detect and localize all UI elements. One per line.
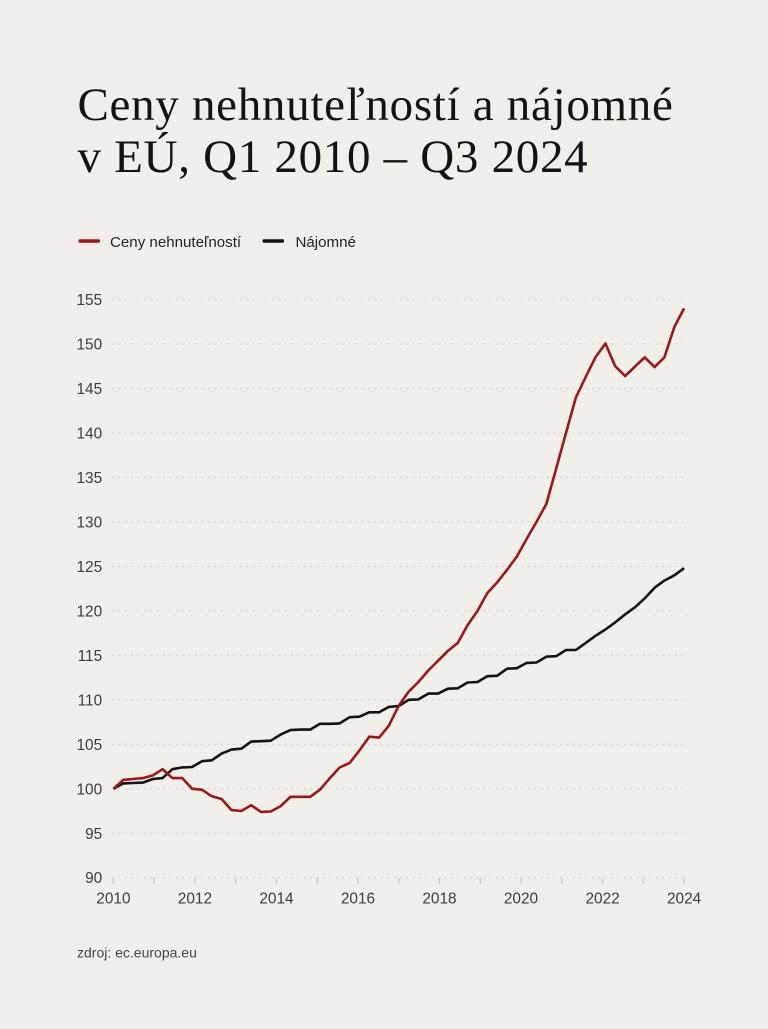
svg-text:Nájomné: Nájomné	[296, 234, 356, 251]
svg-text:Ceny nehnuteľností: Ceny nehnuteľností	[110, 234, 242, 251]
svg-text:120: 120	[77, 603, 103, 620]
svg-text:2014: 2014	[259, 890, 294, 907]
svg-text:100: 100	[77, 781, 103, 798]
svg-text:145: 145	[77, 381, 103, 398]
svg-text:95: 95	[85, 826, 102, 843]
svg-text:125: 125	[77, 559, 103, 576]
svg-text:115: 115	[78, 648, 103, 665]
svg-text:2024: 2024	[667, 890, 702, 907]
svg-text:155: 155	[77, 292, 103, 309]
svg-text:2018: 2018	[422, 890, 456, 907]
svg-text:90: 90	[85, 870, 102, 887]
svg-text:110: 110	[78, 692, 103, 709]
svg-text:2010: 2010	[96, 890, 130, 907]
svg-text:2020: 2020	[504, 890, 538, 907]
svg-text:v EÚ, Q1 2010 – Q3 2024: v EÚ, Q1 2010 – Q3 2024	[78, 131, 589, 183]
svg-text:135: 135	[77, 470, 103, 487]
svg-text:130: 130	[77, 514, 103, 531]
svg-text:150: 150	[77, 336, 103, 353]
svg-text:Ceny nehnuteľností a nájomné: Ceny nehnuteľností a nájomné	[78, 79, 674, 131]
svg-text:2012: 2012	[178, 890, 212, 907]
svg-text:140: 140	[77, 425, 103, 442]
svg-text:2016: 2016	[341, 890, 375, 907]
svg-text:zdroj: ec.europa.eu: zdroj: ec.europa.eu	[77, 945, 197, 961]
svg-text:2022: 2022	[585, 890, 619, 907]
svg-text:105: 105	[77, 737, 103, 754]
